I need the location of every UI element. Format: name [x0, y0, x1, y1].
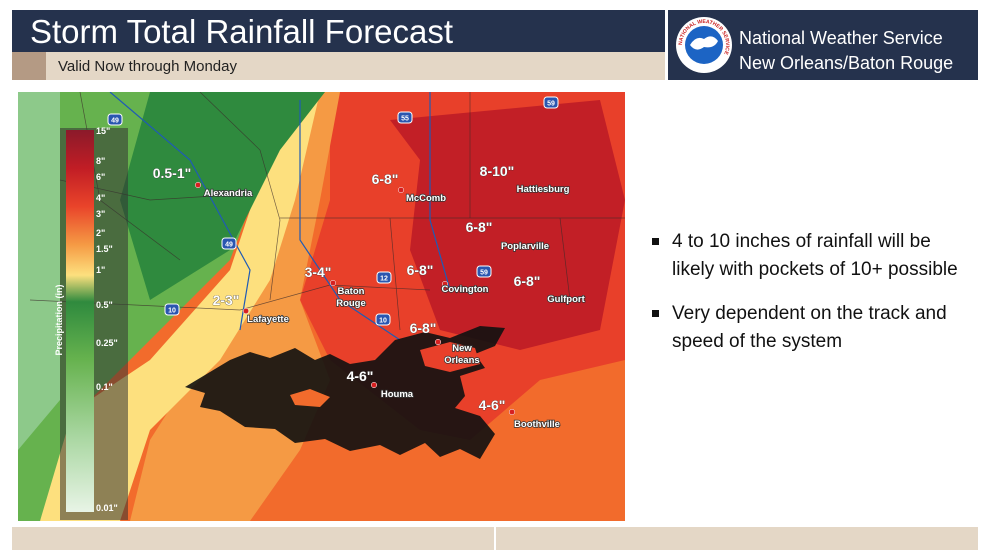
highway-shield: [376, 271, 392, 284]
city-label: Baton: [338, 286, 365, 297]
bullet: Very dependent on the track and speed of…: [652, 300, 972, 356]
city-label: Rouge: [336, 298, 366, 309]
rainfall-amount: 0.5-1": [153, 165, 192, 181]
legend-label: 4": [96, 193, 105, 203]
city-dot: [194, 181, 202, 189]
highway-shield: [397, 111, 413, 124]
bullet: 4 to 10 inches of rainfall will be likel…: [652, 228, 972, 284]
rainfall-amount: 6-8": [410, 320, 437, 336]
highway-label: 59: [480, 270, 488, 277]
city-label: McComb: [406, 193, 446, 204]
legend-label: 3": [96, 209, 105, 219]
legend-label: 0.01": [96, 503, 118, 513]
legend-label: 6": [96, 172, 105, 182]
city-label: Orleans: [444, 355, 479, 366]
highway-label: 10: [379, 318, 387, 325]
bullet-list: 4 to 10 inches of rainfall will be likel…: [652, 228, 972, 372]
city-label: Covington: [442, 284, 489, 295]
subtitle: Valid Now through Monday: [58, 58, 237, 75]
highway-shield: [375, 313, 391, 326]
legend-label: 8": [96, 156, 105, 166]
highway-label: 49: [225, 242, 233, 249]
city-dot: [242, 307, 250, 315]
footer-bar: [12, 527, 978, 550]
city-dot: [508, 408, 516, 416]
rainfall-amount: 8-10": [480, 163, 515, 179]
rainfall-amount: 6-8": [466, 219, 493, 235]
highway-label: 12: [380, 276, 388, 283]
legend-label: 0.25": [96, 338, 118, 348]
legend-label: 1": [96, 265, 105, 275]
highway-shield: [107, 113, 123, 126]
highway-label: 59: [547, 101, 555, 108]
city-label: Hattiesburg: [517, 184, 570, 195]
city-label: Houma: [381, 389, 414, 400]
rainfall-amount: 4-6": [479, 397, 506, 413]
highway-shield: [476, 265, 492, 278]
legend-label: 0.1": [96, 382, 113, 392]
city-label: Poplarville: [501, 241, 549, 252]
nws-logo: NATIONAL WEATHER SERVICE: [676, 17, 732, 73]
highway-shield: [221, 237, 237, 250]
highway-label: 49: [111, 118, 119, 125]
legend-label: 0.5": [96, 300, 113, 310]
office-line: New Orleans/Baton Rouge: [739, 53, 954, 73]
rainfall-map: Precipitation (in) 15" 8" 6" 4" 3" 2" 1.5" 1" 0.…: [18, 92, 625, 521]
legend-label: 2": [96, 228, 105, 238]
city-label: Alexandria: [204, 188, 253, 199]
rainfall-amount: 6-8": [407, 262, 434, 278]
title: Storm Total Rainfall Forecast: [30, 13, 454, 50]
highway-label: 55: [401, 116, 409, 123]
city-dot: [441, 280, 449, 288]
rainfall-amount: 3-4": [305, 264, 332, 280]
city-label: Lafayette: [247, 314, 289, 325]
city-label: Boothville: [514, 419, 560, 430]
highway-shield: [543, 96, 559, 109]
legend-label: 1.5": [96, 244, 113, 254]
city-label: Gulfport: [547, 294, 585, 305]
rainfall-amount: 2-3": [213, 292, 240, 308]
rainfall-amount: 6-8": [372, 171, 399, 187]
legend-label: 15": [96, 126, 110, 136]
city-dot: [329, 279, 337, 287]
city-dot: [434, 338, 442, 346]
city-label: New: [452, 343, 472, 354]
rainfall-amount: 4-6": [347, 368, 374, 384]
office-box: NATIONAL WEATHER SERVICE National Weathe…: [668, 10, 978, 80]
title-bar: Storm Total Rainfall Forecast: [12, 10, 665, 52]
rainfall-amount: 6-8": [514, 273, 541, 289]
office-line: National Weather Service: [739, 28, 943, 48]
highway-shield: [164, 303, 180, 316]
legend-title: Precipitation (in): [54, 284, 64, 355]
highway-label: 10: [168, 308, 176, 315]
city-dot: [370, 381, 378, 389]
subtitle-bar: Valid Now through Monday: [12, 52, 665, 80]
city-dot: [397, 186, 405, 194]
